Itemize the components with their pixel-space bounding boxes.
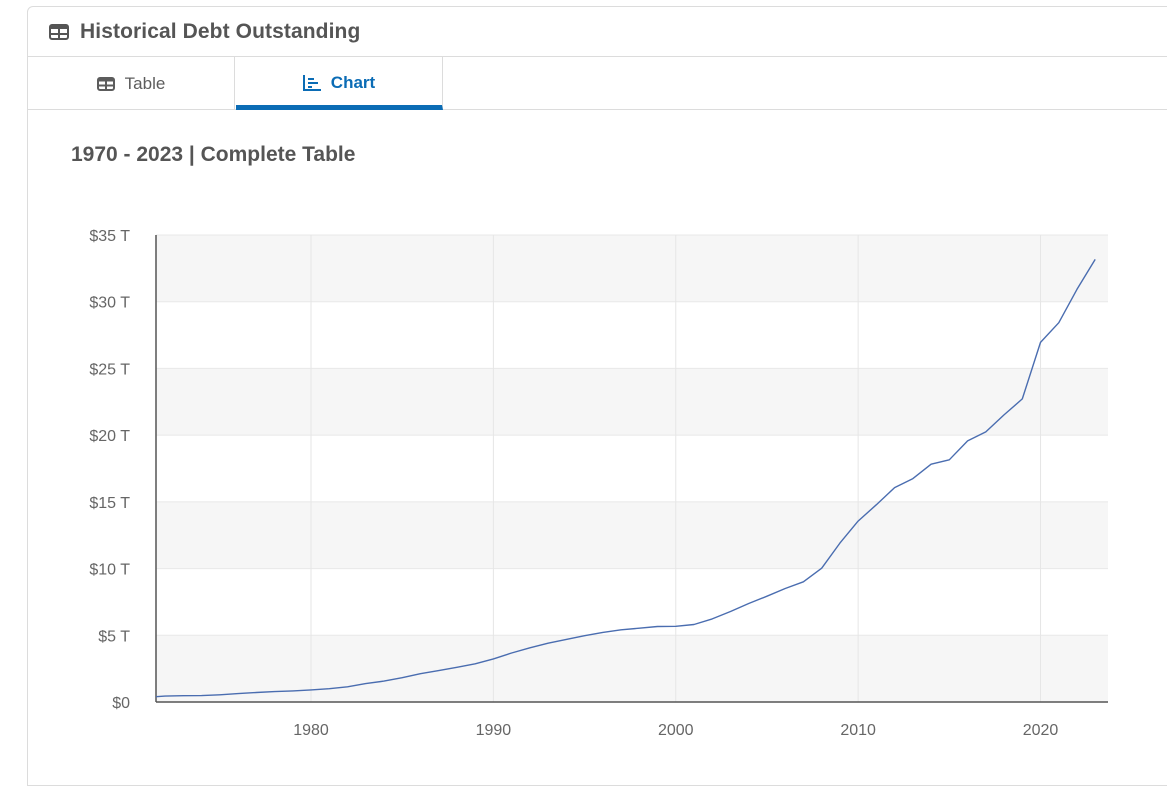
chart-axes xyxy=(155,235,1108,703)
x-tick-label: 2000 xyxy=(658,722,694,739)
tab-chart-label: Chart xyxy=(330,72,376,92)
debt-line-chart: $0 $5 T $10 T $15 T $20 T $25 T $30 T $35 T 198… xyxy=(89,228,1108,739)
tab-table-label: Table xyxy=(124,73,166,93)
y-tick-label: $0 xyxy=(112,695,130,712)
x-tick-label: 2020 xyxy=(1023,722,1059,739)
y-tick-label: $30 T xyxy=(89,295,130,312)
view-tabs: Table Chart xyxy=(28,57,1167,110)
x-tick-label: 1980 xyxy=(293,722,329,739)
y-tick-label: $20 T xyxy=(89,428,130,445)
x-tick-label: 2010 xyxy=(840,722,876,739)
x-axis-labels: 1980 1990 2000 2010 2020 xyxy=(293,722,1058,739)
y-tick-label: $35 T xyxy=(89,228,130,245)
chart-vertical-gridlines xyxy=(310,235,1042,702)
y-tick-label: $25 T xyxy=(89,361,130,378)
y-tick-label: $15 T xyxy=(89,495,130,512)
table-icon xyxy=(96,76,115,92)
panel-header: Historical Debt Outstanding xyxy=(28,7,1167,57)
chart-band xyxy=(156,435,1108,502)
y-tick-label: $10 T xyxy=(89,562,130,579)
chart-band xyxy=(156,301,1108,369)
chart-bands xyxy=(156,234,1108,702)
table-icon xyxy=(49,23,69,40)
tab-chart[interactable]: Chart xyxy=(236,57,443,110)
chart-band xyxy=(156,501,1108,569)
chart-band xyxy=(156,235,1108,302)
y-axis-labels: $0 $5 T $10 T $15 T $20 T $25 T $30 T $35 T xyxy=(89,228,130,712)
x-tick-label: 1990 xyxy=(476,722,512,739)
chart-series xyxy=(155,259,1096,698)
bar-chart-icon xyxy=(302,74,321,91)
chart-band xyxy=(156,368,1108,436)
panel-title: Historical Debt Outstanding xyxy=(80,19,361,43)
tab-table[interactable]: Table xyxy=(28,57,235,110)
chart-subtitle: 1970 - 2023 | Complete Table xyxy=(71,143,356,166)
chart-band xyxy=(156,635,1108,702)
y-tick-label: $5 T xyxy=(98,628,130,645)
debt-series-line xyxy=(155,259,1096,698)
chart-band xyxy=(156,568,1108,636)
